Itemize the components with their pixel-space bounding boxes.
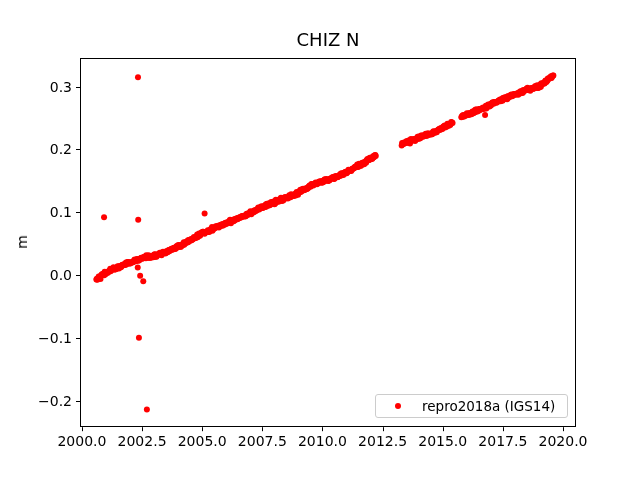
x-tick-label: 2000.0	[57, 433, 106, 449]
legend: repro2018a (IGS14)	[375, 394, 568, 418]
y-tick-label: 0.2	[0, 140, 72, 158]
x-tick-label: 2017.5	[478, 433, 527, 449]
y-tick-label: 0.3	[0, 78, 72, 96]
y-tick-label: −0.1	[0, 329, 72, 347]
legend-marker-icon	[395, 403, 401, 409]
y-tick-label: −0.2	[0, 392, 72, 410]
y-axis-label: m	[14, 235, 30, 249]
x-tick-label: 2002.5	[118, 433, 167, 449]
x-tick-label: 2020.0	[539, 433, 588, 449]
y-tick-label: 0.0	[0, 266, 72, 284]
x-tick-label: 2015.0	[418, 433, 467, 449]
y-tick-label: 0.1	[0, 203, 72, 221]
legend-label: repro2018a (IGS14)	[422, 398, 555, 414]
x-tick-label: 2005.0	[178, 433, 227, 449]
x-tick-label: 2012.5	[358, 433, 407, 449]
x-tick-label: 2007.5	[238, 433, 287, 449]
x-tick-label: 2010.0	[298, 433, 347, 449]
chart-title: CHIZ N	[80, 29, 576, 50]
figure: CHIZ N m 2000.0 2002.5 2005.0 2007.5 2010.0 2…	[0, 0, 640, 480]
